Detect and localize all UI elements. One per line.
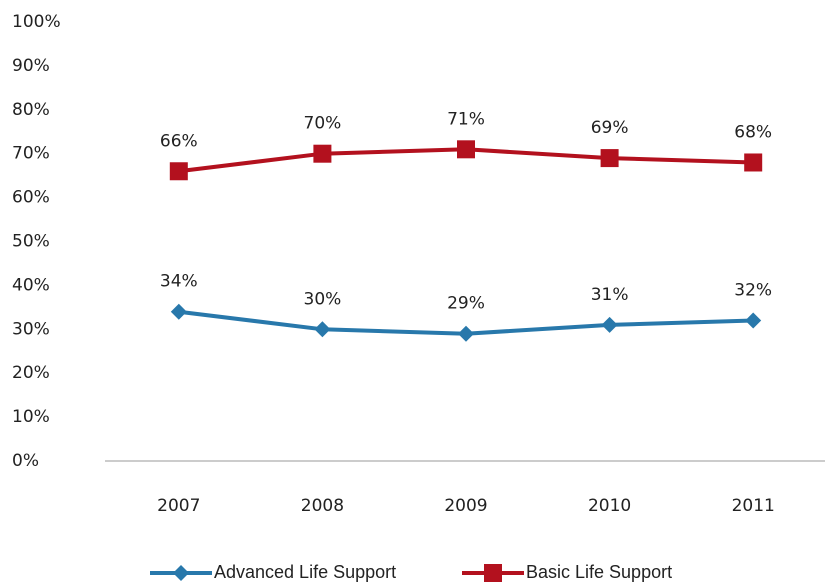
x-tick-label: 2008: [301, 496, 344, 516]
data-point: [745, 312, 762, 329]
data-label: 32%: [734, 281, 772, 301]
data-point: [313, 144, 332, 163]
data-label: 30%: [304, 289, 342, 309]
y-tick-label: 10%: [12, 407, 50, 427]
data-label: 70%: [304, 114, 342, 134]
data-label: 29%: [447, 294, 485, 314]
y-tick-label: 0%: [12, 451, 39, 471]
y-tick-label: 30%: [12, 319, 50, 339]
data-label: 34%: [160, 272, 198, 292]
data-label: 68%: [734, 122, 772, 142]
y-tick-label: 100%: [12, 12, 61, 32]
data-point: [169, 162, 188, 181]
x-tick-label: 2011: [732, 496, 775, 516]
data-point: [314, 321, 331, 338]
data-point: [457, 140, 475, 159]
y-tick-label: 70%: [12, 144, 50, 164]
legend-marker: [173, 565, 189, 581]
y-tick-label: 50%: [12, 232, 50, 252]
data-point: [458, 325, 474, 342]
data-point: [600, 149, 619, 168]
legend-label: Basic Life Support: [526, 562, 672, 582]
data-point: [744, 153, 763, 172]
data-point: [601, 316, 618, 333]
y-tick-label: 40%: [12, 275, 50, 295]
y-tick-label: 20%: [12, 363, 50, 383]
y-tick-label: 60%: [12, 188, 50, 208]
data-label: 31%: [591, 285, 629, 305]
legend-marker: [484, 564, 502, 582]
data-label: 71%: [447, 109, 485, 129]
data-label: 69%: [591, 118, 629, 138]
data-point: [170, 303, 187, 320]
x-tick-label: 2007: [157, 496, 200, 516]
legend-label: Advanced Life Support: [214, 562, 396, 582]
y-tick-label: 90%: [12, 56, 50, 76]
x-tick-label: 2010: [588, 496, 631, 516]
y-tick-label: 80%: [12, 100, 50, 120]
x-tick-label: 2009: [444, 496, 487, 516]
data-label: 66%: [160, 131, 198, 151]
